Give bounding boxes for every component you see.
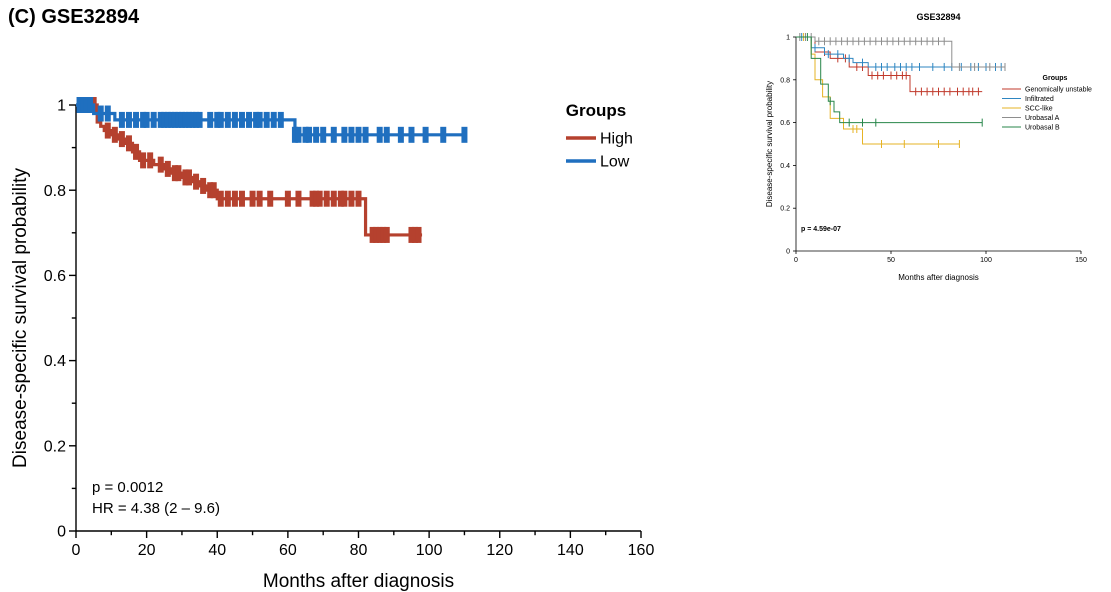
x-tick-label: 40 [208, 542, 226, 559]
x-tick-label: 60 [279, 542, 297, 559]
x-tick-label: 50 [887, 257, 895, 264]
x-tick-label: 140 [557, 542, 584, 559]
y-tick-label: 0 [786, 248, 790, 255]
km-curve-urobasal-b [796, 36, 983, 124]
chart-title: GSE32894 [916, 12, 960, 22]
legend-title: Groups [1043, 75, 1068, 82]
y-axis-label: Disease-specific survival probability [765, 81, 774, 207]
legend-label: Low [600, 154, 630, 171]
x-axis-label: Months after diagnosis [898, 273, 979, 282]
y-tick-label: 0.8 [780, 77, 790, 84]
annotation: p = 4.59e-07 [801, 226, 841, 233]
x-tick-label: 120 [486, 542, 513, 559]
x-axis-label: Months after diagnosis [263, 571, 454, 592]
x-tick-label: 100 [416, 542, 443, 559]
y-tick-label: 0.4 [44, 353, 66, 370]
legend-title: Groups [566, 101, 626, 120]
y-tick-label: 0 [57, 524, 66, 541]
km-curve-genomically-unstable [796, 36, 983, 93]
x-tick-label: 160 [628, 542, 655, 559]
y-tick-label: 0.6 [780, 120, 790, 127]
y-tick-label: 0.8 [44, 183, 66, 200]
legend-label: SCC-like [1025, 105, 1053, 112]
x-tick-label: 80 [350, 542, 368, 559]
x-tick-label: 20 [138, 542, 156, 559]
km-curve-high [76, 103, 423, 237]
y-tick-label: 0.2 [780, 206, 790, 213]
y-tick-label: 1 [57, 98, 66, 115]
annotation: HR = 4.38 (2 – 9.6) [92, 500, 220, 517]
legend-label: High [600, 131, 633, 148]
x-tick-label: 0 [794, 257, 798, 264]
y-tick-label: 0.4 [780, 163, 790, 170]
legend-label: Infiltrated [1025, 96, 1054, 103]
y-axis-label: Disease-specific survival probability [10, 168, 31, 468]
x-tick-label: 100 [980, 257, 992, 264]
km-curve-scc-like [796, 36, 960, 145]
annotation: p = 0.0012 [92, 479, 163, 496]
x-tick-label: 0 [72, 542, 81, 559]
legend-label: Genomically unstable [1025, 86, 1092, 93]
km-curve-urobasal-a [796, 36, 1005, 68]
panel-label: (C) GSE32894 [8, 6, 140, 28]
y-tick-label: 0.6 [44, 268, 66, 285]
y-tick-label: 1 [786, 34, 790, 41]
y-tick-label: 0.2 [44, 438, 66, 455]
legend-label: Urobasal B [1025, 124, 1060, 131]
legend-label: Urobasal A [1025, 115, 1060, 122]
x-tick-label: 150 [1075, 257, 1087, 264]
